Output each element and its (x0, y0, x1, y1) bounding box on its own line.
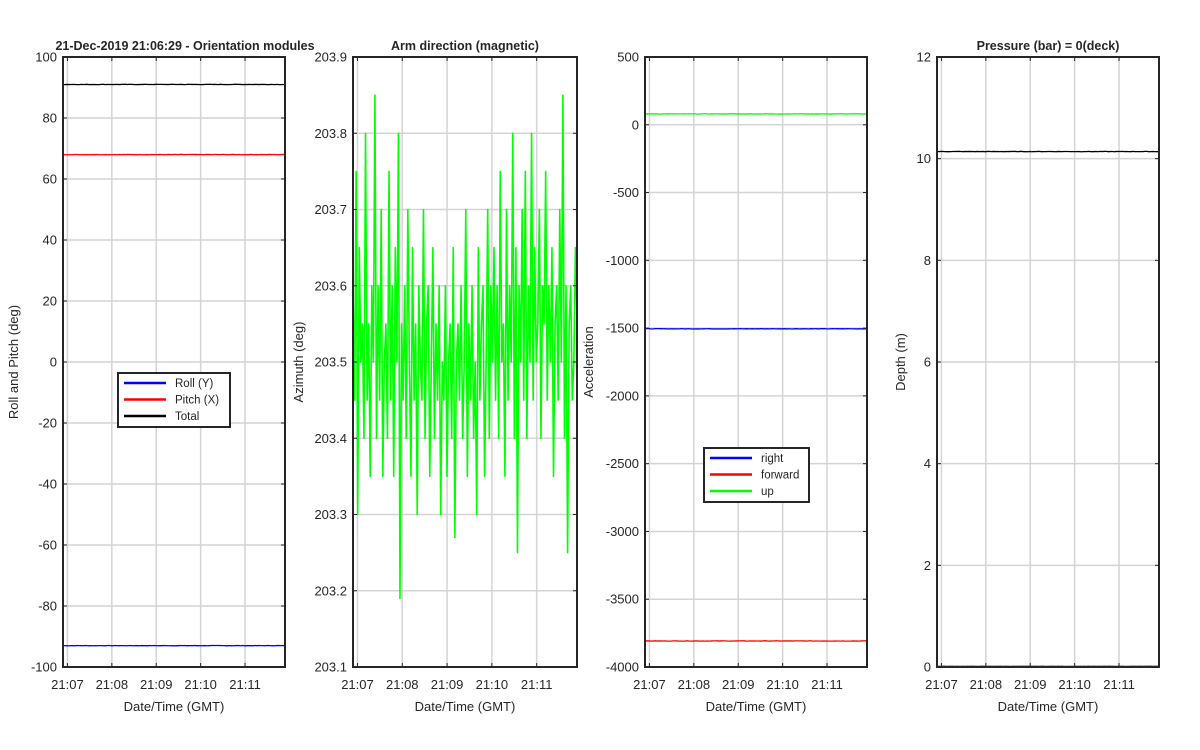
y-tick-label: 8 (924, 253, 931, 268)
x-tick-label: 21:07 (341, 677, 374, 692)
axes-frame (644, 56, 868, 668)
legend-entry: up (761, 486, 774, 498)
y-tick-label: -100 (31, 660, 57, 675)
x-tick-label: 21:09 (722, 677, 755, 692)
y-tick-label: 203.7 (314, 202, 347, 217)
y-tick-label: 4 (924, 456, 931, 471)
y-tick-label: -500 (613, 185, 639, 200)
y-tick-label: 60 (43, 172, 57, 187)
chart-title: 21-Dec-2019 21:06:29 - Orientation modul… (55, 39, 314, 53)
y-tick-label: -2500 (606, 456, 639, 471)
y-tick-label: 2 (924, 558, 931, 573)
x-tick-label: 21:11 (1103, 677, 1135, 692)
x-tick-label: 21:07 (51, 677, 84, 692)
legend-entry: Roll (Y) (175, 378, 214, 390)
y-tick-label: -3500 (606, 592, 639, 607)
y-tick-label: 6 (924, 355, 931, 370)
y-axis-label: Roll and Pitch (deg) (6, 305, 21, 419)
y-tick-label: 203.1 (314, 660, 347, 675)
plot-area (645, 57, 867, 667)
pressure-panel: 0 2 4 6 8 10 12 21:07 21:08 21:09 21:10 21:11 Date/T… (893, 39, 1160, 714)
x-tick-label: 21:11 (521, 677, 553, 692)
legend-entry: forward (761, 470, 799, 482)
x-tick-label: 21:10 (766, 677, 799, 692)
x-tick-label: 21:09 (140, 677, 173, 692)
x-tick-label: 21:11 (811, 677, 843, 692)
y-tick-label: 40 (43, 233, 57, 248)
y-tick-label: 203.9 (314, 50, 347, 65)
y-tick-label: 203.6 (314, 278, 347, 293)
x-axis-label: Date/Time (GMT) (998, 699, 1099, 714)
legend-entry: Pitch (X) (175, 395, 219, 407)
y-tick-label: 20 (43, 294, 57, 309)
x-tick-label: 21:07 (633, 677, 666, 692)
acceleration-panel: -4000 -3500 -3000 -2500 -2000 -1500 -1000 -500 0… (581, 50, 868, 714)
x-tick-label: 21:08 (386, 677, 419, 692)
x-tick-label: 21:10 (184, 677, 217, 692)
y-tick-label: 203.4 (314, 431, 347, 446)
y-tick-label: -40 (38, 477, 57, 492)
legend-entry: right (761, 453, 784, 465)
y-tick-label: -60 (38, 538, 57, 553)
y-tick-label: -3000 (606, 524, 639, 539)
y-axis-label: Depth (m) (893, 333, 908, 391)
y-tick-label: 0 (924, 660, 931, 675)
x-axis-label: Date/Time (GMT) (706, 699, 807, 714)
y-tick-label: 80 (43, 111, 57, 126)
x-axis-label: Date/Time (GMT) (415, 699, 516, 714)
y-tick-label: -1000 (606, 253, 639, 268)
y-tick-label: 500 (617, 50, 639, 65)
y-tick-label: -1500 (606, 321, 639, 336)
x-tick-label: 21:11 (229, 677, 261, 692)
y-tick-label: 100 (35, 50, 57, 65)
y-tick-label: 0 (632, 117, 639, 132)
y-tick-label: 203.8 (314, 126, 347, 141)
x-tick-label: 21:10 (476, 677, 509, 692)
legend-entry: Total (175, 411, 199, 423)
series-line (352, 94, 578, 600)
y-axis-label: Azimuth (deg) (291, 322, 306, 403)
y-tick-label: 203.2 (314, 583, 347, 598)
x-tick-label: 21:10 (1058, 677, 1091, 692)
y-tick-label: -4000 (606, 660, 639, 675)
y-tick-label: 203.5 (314, 355, 347, 370)
y-tick-label: 0 (50, 355, 57, 370)
y-tick-label: 10 (917, 151, 931, 166)
x-axis-label: Date/Time (GMT) (124, 699, 225, 714)
y-tick-label: 12 (917, 50, 931, 65)
y-tick-label: -20 (38, 416, 57, 431)
chart-title: Arm direction (magnetic) (391, 39, 539, 53)
x-tick-label: 21:08 (678, 677, 711, 692)
x-tick-label: 21:08 (96, 677, 129, 692)
chart-title: Pressure (bar) = 0(deck) (977, 39, 1120, 53)
y-tick-label: 203.3 (314, 507, 347, 522)
y-axis-label: Acceleration (581, 326, 596, 398)
x-tick-label: 21:08 (970, 677, 1003, 692)
y-tick-label: -80 (38, 599, 57, 614)
x-tick-label: 21:09 (431, 677, 464, 692)
x-tick-label: 21:07 (925, 677, 958, 692)
y-tick-label: -2000 (606, 388, 639, 403)
x-tick-label: 21:09 (1014, 677, 1047, 692)
orientation-panel: -100 -80 -60 -40 -20 0 20 40 60 80 100 21:07 21:08 21… (6, 39, 315, 714)
arm-direction-panel: 203.1 203.2 203.3 203.4 203.5 203.6 203.7 203.8… (291, 39, 578, 714)
